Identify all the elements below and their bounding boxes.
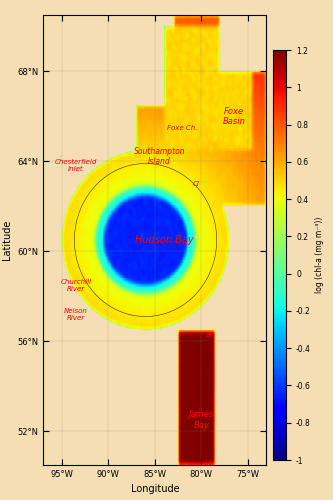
Text: Hudson Bay: Hudson Bay (135, 235, 193, 245)
Text: Foxe Ch.: Foxe Ch. (167, 124, 198, 130)
Text: Foxe
Basin: Foxe Basin (222, 106, 245, 126)
Text: CI: CI (193, 181, 200, 187)
Text: James
Bay: James Bay (189, 410, 214, 430)
Text: Churchill
River: Churchill River (60, 278, 91, 291)
Y-axis label: log (chl-a (mg m⁻³)): log (chl-a (mg m⁻³)) (315, 217, 324, 293)
Y-axis label: Latitude: Latitude (2, 220, 12, 260)
Text: Chesterfield
Inlet: Chesterfield Inlet (55, 160, 97, 172)
Text: BI: BI (205, 332, 212, 338)
X-axis label: Longitude: Longitude (131, 484, 179, 494)
Text: Southampton
Island: Southampton Island (134, 147, 185, 167)
Text: Nelson
River: Nelson River (64, 308, 88, 321)
